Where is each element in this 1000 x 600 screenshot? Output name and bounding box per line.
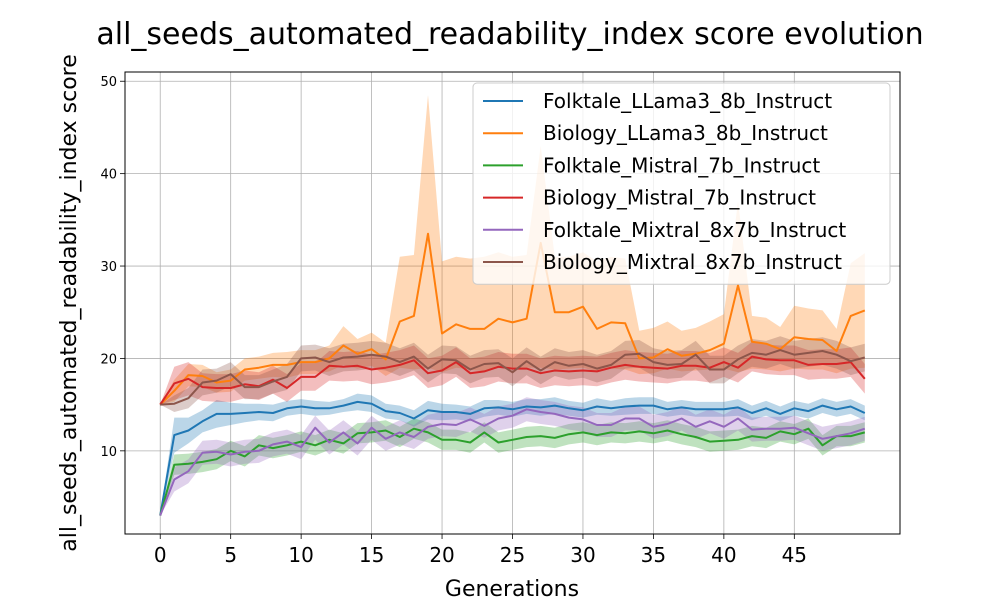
x-tick-label: 40 bbox=[711, 543, 736, 567]
legend-entry: Biology_Mixtral_8x7b_Instruct bbox=[543, 250, 842, 274]
confidence-band-3 bbox=[160, 418, 865, 516]
series-line-4 bbox=[159, 355, 866, 406]
y-tick-label: 10 bbox=[100, 445, 117, 460]
series-line-3 bbox=[159, 427, 866, 516]
x-tick-label: 35 bbox=[641, 543, 666, 567]
series-line-1 bbox=[159, 400, 866, 516]
x-tick-label: 25 bbox=[500, 543, 525, 567]
series-lines bbox=[159, 232, 866, 516]
legend: Folktale_LLama3_8b_Instruct Biology_LLama… bbox=[472, 82, 891, 285]
x-tick-label: 0 bbox=[154, 543, 167, 567]
legend-entry: Biology_Mistral_7b_Instruct bbox=[543, 186, 816, 210]
y-tick-label: 50 bbox=[100, 75, 117, 90]
legend-entry: Folktale_Mistral_7b_Instruct bbox=[543, 153, 820, 177]
y-axis-label: all_seeds_automated_readability_index sc… bbox=[57, 54, 82, 551]
confidence-band-5 bbox=[160, 397, 865, 516]
legend-box bbox=[472, 82, 891, 285]
chart-title: all_seeds_automated_readability_index sc… bbox=[96, 17, 923, 52]
legend-entry: Folktale_LLama3_8b_Instruct bbox=[543, 89, 832, 113]
y-tick-label: 20 bbox=[100, 352, 117, 367]
x-axis-ticks: 0 5 10 15 20 25 30 35 40 45 bbox=[154, 534, 807, 567]
x-tick-label: 30 bbox=[570, 543, 595, 567]
series-line-6 bbox=[160, 349, 866, 406]
x-tick-label: 45 bbox=[782, 543, 807, 567]
legend-entry: Biology_LLama3_8b_Instruct bbox=[543, 121, 828, 145]
x-tick-label: 10 bbox=[288, 543, 313, 567]
series-line-5 bbox=[159, 408, 866, 516]
y-axis-ticks: 10 20 30 40 50 bbox=[100, 75, 125, 460]
legend-entry: Folktale_Mixtral_8x7b_Instruct bbox=[543, 218, 846, 242]
series-line-2 bbox=[159, 232, 866, 406]
y-tick-label: 30 bbox=[100, 260, 117, 275]
confidence-band-1 bbox=[160, 393, 865, 516]
x-tick-label: 5 bbox=[224, 543, 237, 567]
y-tick-label: 40 bbox=[100, 168, 117, 183]
x-tick-label: 15 bbox=[359, 543, 384, 567]
x-axis-label: Generations bbox=[445, 577, 579, 600]
x-tick-label: 20 bbox=[429, 543, 454, 567]
